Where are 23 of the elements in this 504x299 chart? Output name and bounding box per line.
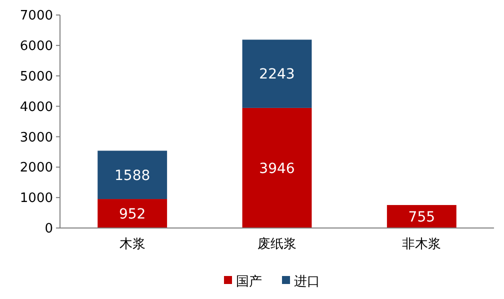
legend-label: 进口 bbox=[294, 274, 320, 290]
y-tick-label: 6000 bbox=[20, 38, 53, 54]
x-tick-label: 废纸浆 bbox=[258, 237, 296, 252]
y-tick-label: 2000 bbox=[20, 160, 53, 176]
bar bbox=[242, 108, 312, 228]
y-tick-label: 3000 bbox=[20, 130, 53, 146]
bar bbox=[98, 199, 168, 228]
data-label: 755 bbox=[408, 209, 436, 226]
data-label: 3946 bbox=[259, 160, 295, 177]
y-tick-label: 0 bbox=[44, 222, 53, 237]
y-tick-label: 7000 bbox=[20, 8, 53, 24]
y-tick-label: 4000 bbox=[20, 100, 53, 115]
x-tick-label: 木浆 bbox=[119, 237, 146, 252]
bar bbox=[98, 150, 168, 200]
x-tick-label: 非木浆 bbox=[402, 237, 442, 252]
data-label: 952 bbox=[118, 206, 146, 222]
bar bbox=[386, 205, 456, 228]
y-tick-label: 5000 bbox=[20, 69, 53, 84]
data-label: 1588 bbox=[114, 168, 150, 184]
bar bbox=[242, 40, 312, 108]
y-tick-label: 1000 bbox=[20, 191, 53, 206]
data-label: 2243 bbox=[259, 66, 295, 83]
legend-label: 国产 bbox=[236, 274, 262, 290]
